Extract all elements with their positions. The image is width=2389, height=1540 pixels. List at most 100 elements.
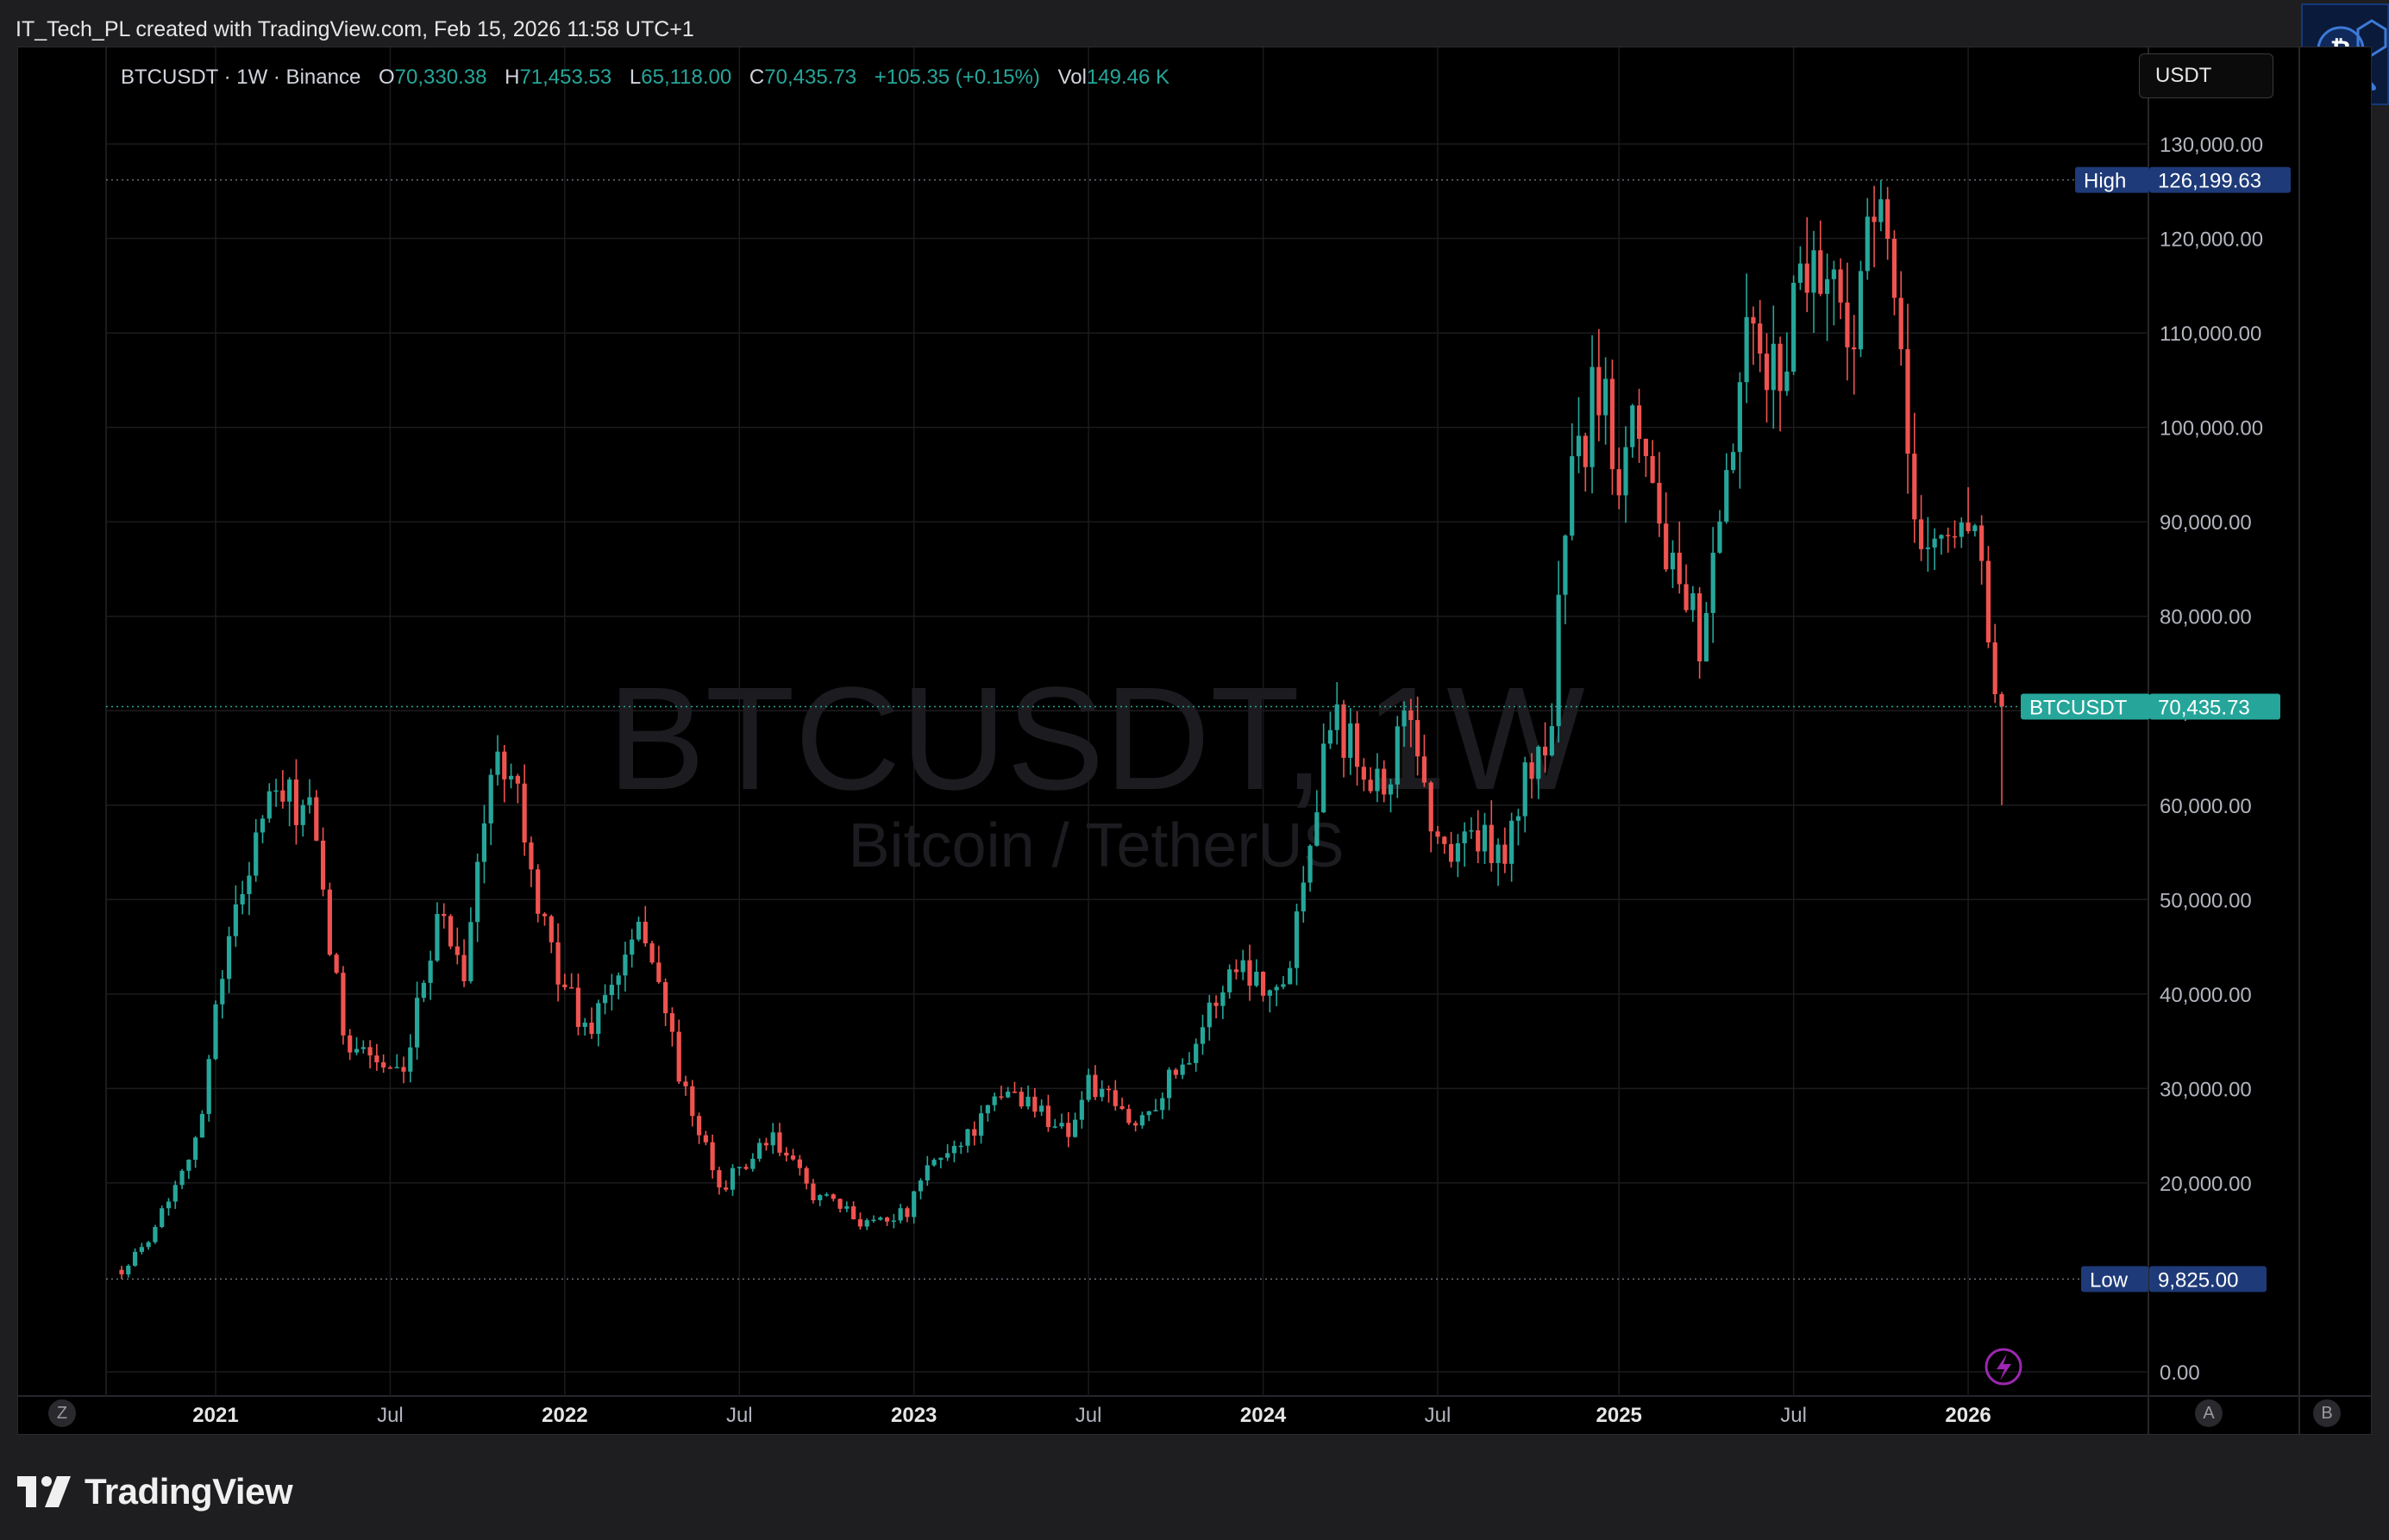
candle [1173, 1067, 1178, 1079]
candle-body [1684, 584, 1689, 610]
close-value: 70,435.73 [764, 66, 857, 89]
candle [1623, 426, 1628, 523]
candle-body [495, 751, 500, 775]
candle [1314, 790, 1320, 847]
x-tick-label: 2021 [192, 1404, 238, 1427]
candle-body [442, 913, 447, 917]
auto-scale-button[interactable]: A [2195, 1399, 2223, 1427]
candle-body [1737, 382, 1742, 453]
candle-body [1321, 743, 1326, 813]
candle [609, 973, 614, 1011]
candle-body [1985, 560, 1991, 642]
candle [1643, 438, 1648, 478]
candle-body [1804, 263, 1809, 293]
candle [468, 907, 473, 984]
flash-icon[interactable] [1985, 1348, 2022, 1386]
candle-body [804, 1168, 809, 1184]
candle-body [958, 1145, 963, 1148]
candle [549, 914, 554, 954]
candle [1737, 372, 1742, 489]
candlestick-chart[interactable]: BTCUSDT, 1W Bitcoin / TetherUS 0.00 20,00… [18, 47, 2372, 1435]
candle [669, 1007, 675, 1047]
candle-body [818, 1195, 823, 1200]
candle [172, 1180, 178, 1210]
reference-lines [106, 178, 2125, 1280]
candle [717, 1167, 722, 1195]
candle [985, 1105, 990, 1122]
candle-body [1119, 1105, 1125, 1110]
candle-body [233, 904, 238, 936]
candle-body [1240, 960, 1245, 973]
candle [435, 902, 440, 962]
candle [616, 972, 621, 1000]
watermark: BTCUSDT, 1W Bitcoin / TetherUS [607, 657, 1584, 880]
candle [448, 914, 454, 949]
candle-body [1852, 347, 1857, 350]
candle-body [247, 875, 252, 894]
x-tick-label: Jul [377, 1404, 404, 1427]
candle-body [1341, 704, 1346, 758]
candle-body [623, 955, 628, 976]
candle [394, 1054, 399, 1068]
candle [354, 1036, 360, 1055]
candle [193, 1136, 198, 1168]
candle-body [1408, 710, 1414, 721]
candle-body [1616, 469, 1621, 496]
candle [1972, 523, 1978, 537]
candle [1341, 699, 1346, 778]
candle [837, 1198, 843, 1213]
watermark-symbol: BTCUSDT, 1W [607, 657, 1584, 821]
candle [1751, 306, 1756, 366]
candle [1710, 527, 1715, 643]
candle-body [193, 1137, 198, 1160]
zoom-button[interactable]: Z [48, 1399, 76, 1427]
change-value: +105.35 (+0.15%) [874, 66, 1040, 89]
candle [898, 1204, 903, 1224]
candle [1200, 1014, 1206, 1055]
high-marker-label-bg [2075, 166, 2149, 193]
candle [596, 999, 601, 1047]
candle [1025, 1085, 1031, 1110]
candle-body [891, 1220, 896, 1222]
candle-body [502, 751, 507, 779]
candle [1556, 560, 1561, 743]
candle-body [1758, 323, 1763, 354]
candle-body [1045, 1105, 1051, 1128]
candle-body [1086, 1074, 1091, 1100]
candle-body [1730, 452, 1736, 471]
candle-body [1570, 456, 1575, 536]
candle-body [1375, 768, 1380, 792]
candle-body [1476, 829, 1481, 852]
candle [1281, 976, 1286, 990]
candle [951, 1140, 957, 1162]
candle [1019, 1086, 1024, 1109]
candle-body [1670, 552, 1676, 570]
candle-body [1079, 1099, 1084, 1120]
chart-pane[interactable]: BTCUSDT, 1W Bitcoin / TetherUS 0.00 20,00… [17, 47, 2372, 1435]
candle-body [367, 1047, 373, 1056]
candle-body [468, 922, 473, 981]
candle-body [119, 1269, 124, 1274]
candle-body [1905, 349, 1910, 454]
candle-body [1784, 371, 1790, 391]
candle-body [1858, 271, 1864, 350]
candle-body [1428, 782, 1433, 832]
candle [1515, 808, 1521, 846]
candle-body [1791, 283, 1796, 372]
candle-body [1187, 1062, 1192, 1065]
high-marker-value-bg [2149, 166, 2291, 193]
candle [912, 1190, 917, 1224]
candle [488, 768, 493, 846]
candle [1469, 817, 1474, 839]
candle-body [401, 1067, 406, 1072]
candle-body [898, 1208, 903, 1221]
tradingview-logo[interactable]: TradingView [17, 1466, 293, 1518]
currency-unit-select[interactable]: USDT [2139, 53, 2273, 98]
log-scale-button[interactable]: B [2313, 1399, 2341, 1427]
low-label: L [629, 66, 642, 89]
candle-body [1898, 297, 1903, 350]
candle [1724, 453, 1729, 524]
snapshot-header: IT_Tech_PL created with TradingView.com,… [16, 17, 694, 41]
candle [818, 1193, 823, 1206]
candle-body [1509, 820, 1514, 864]
